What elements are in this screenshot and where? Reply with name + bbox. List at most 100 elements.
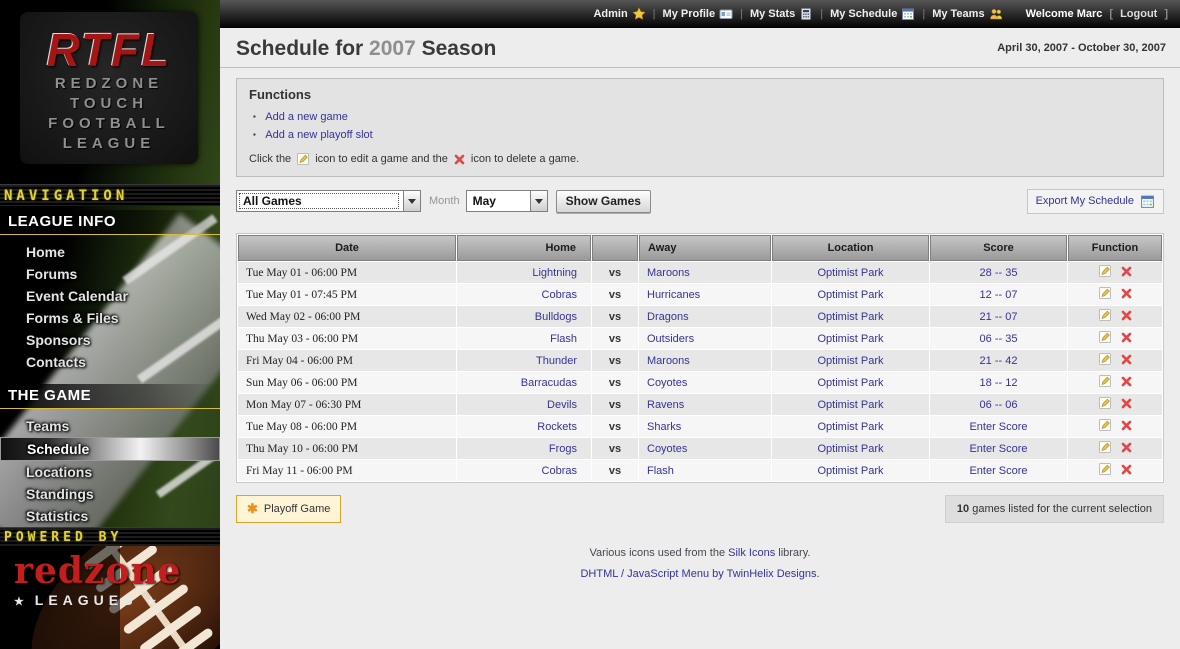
edit-pencil-icon[interactable]	[1098, 286, 1112, 303]
score-link[interactable]: 21 -- 07	[979, 310, 1018, 323]
twinhelix-link[interactable]: DHTML / JavaScript Menu by TwinHelix Des…	[580, 568, 820, 580]
my-teams-link[interactable]: My Teams	[932, 7, 1002, 21]
sidebar-item-forums[interactable]: Forums	[26, 266, 78, 282]
silk-icons-link[interactable]: Silk Icons	[728, 547, 776, 559]
admin-link[interactable]: Admin	[593, 6, 646, 21]
score-link[interactable]: 06 -- 35	[979, 332, 1018, 345]
edit-pencil-icon[interactable]	[1098, 396, 1112, 413]
vcard-icon	[719, 7, 733, 21]
delete-x-icon[interactable]	[1120, 463, 1133, 479]
location-link[interactable]: Optimist Park	[817, 398, 884, 411]
score-link[interactable]: 21 -- 42	[979, 354, 1018, 367]
away-team-link[interactable]: Hurricanes	[647, 288, 701, 301]
sidebar-item-forms-files[interactable]: Forms & Files	[26, 310, 119, 326]
away-team-link[interactable]: Sharks	[647, 420, 682, 433]
sidebar-item-standings[interactable]: Standings	[26, 486, 94, 502]
separator: |	[740, 7, 743, 20]
edit-pencil-icon[interactable]	[1098, 352, 1112, 369]
game-date: Fri May 11 - 06:00 PM	[238, 460, 456, 481]
location-link[interactable]: Optimist Park	[817, 332, 884, 345]
home-team-link[interactable]: Devils	[547, 398, 577, 411]
location-link[interactable]: Optimist Park	[817, 354, 884, 367]
sidebar-item-statistics[interactable]: Statistics	[26, 508, 89, 524]
away-team-link[interactable]: Coyotes	[647, 442, 688, 455]
score-link[interactable]: 06 -- 06	[979, 398, 1018, 411]
delete-x-icon[interactable]	[1120, 397, 1133, 413]
away-team-link[interactable]: Outsiders	[647, 332, 695, 345]
home-team-link[interactable]: Flash	[550, 332, 577, 345]
games-filter-select[interactable]: All Games	[236, 190, 421, 212]
score-link[interactable]: 28 -- 35	[979, 266, 1018, 279]
edit-pencil-icon[interactable]	[1098, 418, 1112, 435]
sidebar-item-teams[interactable]: Teams	[26, 418, 70, 434]
home-team-link[interactable]: Lightning	[532, 266, 577, 279]
game-date: Wed May 02 - 06:00 PM	[238, 306, 456, 327]
my-stats-link[interactable]: My Stats	[750, 7, 813, 21]
export-schedule-button[interactable]: Export My Schedule	[1026, 188, 1164, 214]
edit-pencil-icon[interactable]	[1098, 308, 1112, 325]
home-team-link[interactable]: Bulldogs	[534, 310, 577, 323]
home-team-link[interactable]: Cobras	[541, 464, 577, 477]
score-link[interactable]: 12 -- 07	[979, 288, 1018, 301]
delete-x-icon[interactable]	[1120, 353, 1133, 369]
sidebar-item-schedule[interactable]: Schedule	[0, 437, 220, 461]
add-new-game-link[interactable]: Add a new game	[265, 111, 348, 123]
my-profile-link[interactable]: My Profile	[663, 7, 734, 21]
edit-pencil-icon[interactable]	[1098, 462, 1112, 479]
home-team-link[interactable]: Rockets	[537, 420, 577, 433]
delete-x-icon[interactable]	[1120, 265, 1133, 281]
sidebar-item-sponsors[interactable]: Sponsors	[26, 332, 91, 348]
list-item: ▪ Add a new game	[249, 108, 1151, 126]
score-link[interactable]: Enter Score	[969, 464, 1028, 477]
star-icon: ★	[146, 596, 159, 608]
delete-x-icon[interactable]	[1120, 419, 1133, 435]
delete-x-icon[interactable]	[1120, 287, 1133, 303]
location-link[interactable]: Optimist Park	[817, 266, 884, 279]
delete-x-icon[interactable]	[1120, 441, 1133, 457]
sidebar-item-locations[interactable]: Locations	[26, 464, 93, 480]
sidebar-item-event-calendar[interactable]: Event Calendar	[26, 288, 128, 304]
logout-link[interactable]: Logout	[1120, 7, 1158, 20]
sidebar-item-home[interactable]: Home	[26, 244, 65, 260]
away-team-link[interactable]: Coyotes	[647, 376, 688, 389]
bracket: [	[1109, 7, 1114, 20]
show-games-button[interactable]: Show Games	[555, 189, 651, 213]
edit-pencil-icon[interactable]	[1098, 264, 1112, 281]
score-link[interactable]: 18 -- 12	[979, 376, 1018, 389]
away-team-link[interactable]: Maroons	[647, 354, 690, 367]
vs-label: vs	[592, 328, 638, 349]
score-link[interactable]: Enter Score	[969, 442, 1028, 455]
home-team-link[interactable]: Frogs	[548, 442, 577, 455]
away-team-link[interactable]: Dragons	[647, 310, 689, 323]
away-team-link[interactable]: Flash	[647, 464, 674, 477]
table-header-row: Date Home Away Location Score Function	[238, 235, 1162, 261]
home-team-link[interactable]: Cobras	[541, 288, 577, 301]
delete-x-icon[interactable]	[1120, 309, 1133, 325]
sidebar-item-contacts[interactable]: Contacts	[26, 354, 86, 370]
column-header-score: Score	[930, 235, 1067, 261]
delete-x-icon[interactable]	[1120, 375, 1133, 391]
filter-toolbar: All Games Month May Show Games Export My…	[236, 188, 1164, 214]
location-link[interactable]: Optimist Park	[817, 310, 884, 323]
home-team-link[interactable]: Barracudas	[520, 376, 577, 389]
edit-pencil-icon[interactable]	[1098, 330, 1112, 347]
table-row: Sun May 06 - 06:00 PM Barracudas vs Coyotes…	[238, 372, 1162, 393]
location-link[interactable]: Optimist Park	[817, 376, 884, 389]
location-link[interactable]: Optimist Park	[817, 464, 884, 477]
my-schedule-link[interactable]: My Schedule	[830, 7, 915, 21]
edit-pencil-icon[interactable]	[1098, 374, 1112, 391]
delete-x-icon[interactable]	[1120, 331, 1133, 347]
away-team-link[interactable]: Ravens	[647, 398, 685, 411]
home-team-link[interactable]: Thunder	[536, 354, 577, 367]
month-select[interactable]: May	[465, 190, 548, 212]
month-select-value: May	[472, 194, 496, 208]
location-link[interactable]: Optimist Park	[817, 420, 884, 433]
location-link[interactable]: Optimist Park	[817, 288, 884, 301]
location-link[interactable]: Optimist Park	[817, 442, 884, 455]
chevron-down-icon	[403, 191, 420, 211]
score-link[interactable]: Enter Score	[969, 420, 1028, 433]
add-new-playoff-slot-link[interactable]: Add a new playoff slot	[265, 129, 373, 141]
export-schedule-label: Export My Schedule	[1035, 195, 1134, 207]
away-team-link[interactable]: Maroons	[647, 266, 690, 279]
edit-pencil-icon[interactable]	[1098, 440, 1112, 457]
